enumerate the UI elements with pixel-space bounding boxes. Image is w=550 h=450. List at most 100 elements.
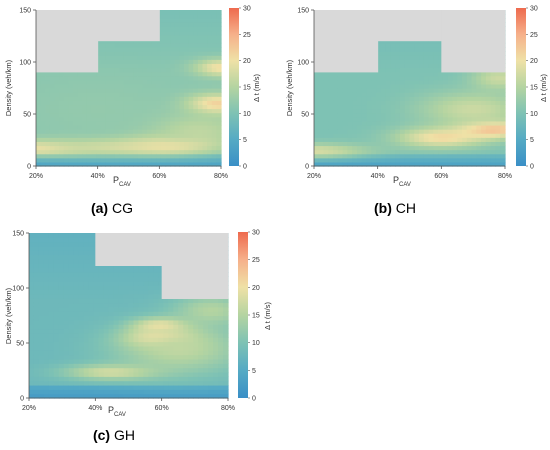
heatmap-cell bbox=[481, 116, 487, 122]
heatmap-cell bbox=[433, 124, 439, 130]
heatmap-cell bbox=[137, 161, 143, 167]
heatmap-cell bbox=[223, 332, 229, 338]
heatmap-cell bbox=[193, 26, 199, 32]
x-tick-label: 20% bbox=[22, 405, 36, 412]
heatmap-cell bbox=[119, 67, 125, 73]
heatmap-cell bbox=[184, 67, 190, 73]
heatmap-cell bbox=[29, 345, 35, 351]
heatmap-cell bbox=[500, 96, 506, 101]
heatmap-cell bbox=[93, 272, 100, 278]
heatmap-cell bbox=[476, 157, 482, 163]
heatmap-cell bbox=[86, 145, 93, 151]
heatmap-cell bbox=[88, 345, 95, 351]
heatmap-cell bbox=[471, 79, 477, 85]
heatmap-cell bbox=[179, 129, 185, 134]
heatmap-cell bbox=[423, 92, 430, 97]
heatmap-cell bbox=[148, 337, 154, 343]
heatmap-cell bbox=[114, 133, 120, 138]
heatmap-cell bbox=[223, 350, 229, 356]
heatmap-cell bbox=[193, 18, 199, 23]
heatmap-cell bbox=[202, 92, 208, 97]
heatmap-cell bbox=[385, 104, 391, 110]
heatmap-cell bbox=[485, 79, 492, 85]
heatmap-cell bbox=[63, 254, 70, 260]
heatmap-cell bbox=[395, 67, 401, 73]
heatmap-cell bbox=[133, 92, 139, 97]
heatmap-cell bbox=[29, 376, 35, 382]
heatmap-cell bbox=[342, 124, 349, 130]
heatmap-cell bbox=[53, 289, 60, 295]
heatmap-cell bbox=[153, 315, 159, 321]
heatmap-cell bbox=[318, 120, 325, 126]
heatmap-cell bbox=[197, 149, 204, 155]
heatmap-cell bbox=[163, 350, 169, 356]
heatmap-cell bbox=[78, 380, 85, 386]
heatmap-cell bbox=[147, 63, 153, 69]
heatmap-cell bbox=[40, 161, 46, 167]
heatmap-cell bbox=[203, 298, 209, 304]
heatmap-cell bbox=[223, 315, 229, 321]
heatmap-cell bbox=[82, 83, 88, 89]
heatmap-cell bbox=[142, 46, 148, 52]
heatmap-cell bbox=[83, 280, 90, 286]
heatmap-cell bbox=[33, 237, 40, 243]
heatmap-cell bbox=[183, 371, 189, 377]
heatmap-cell bbox=[390, 100, 396, 106]
heatmap-cell bbox=[163, 337, 169, 343]
heatmap-cell bbox=[103, 384, 110, 390]
heatmap-cell bbox=[48, 276, 55, 282]
heatmap-cell bbox=[202, 18, 208, 23]
heatmap-cell bbox=[78, 276, 85, 282]
heatmap-cell bbox=[113, 358, 120, 364]
heatmap-cell bbox=[414, 133, 420, 138]
x-tick-label: 20% bbox=[29, 173, 43, 180]
heatmap-cell bbox=[88, 315, 95, 321]
heatmap-cell bbox=[342, 112, 349, 118]
heatmap-cell bbox=[179, 42, 185, 48]
heatmap-cell bbox=[53, 345, 60, 351]
heatmap-cell bbox=[395, 141, 401, 147]
heatmap-cell bbox=[143, 367, 149, 373]
heatmap-cell bbox=[352, 153, 358, 159]
heatmap-cell bbox=[174, 137, 180, 142]
heatmap-cell bbox=[203, 332, 209, 338]
heatmap-cell bbox=[500, 133, 506, 138]
heatmap-cell bbox=[123, 319, 130, 325]
heatmap-cell bbox=[168, 384, 174, 390]
heatmap-cell bbox=[147, 129, 153, 134]
heatmap-cell bbox=[163, 319, 169, 325]
heatmap-cell bbox=[452, 75, 458, 81]
heatmap-cell bbox=[361, 83, 368, 89]
heatmap-cell bbox=[147, 161, 153, 167]
heatmap-cell bbox=[151, 59, 157, 64]
heatmap-cell bbox=[133, 332, 140, 338]
heatmap-cell bbox=[156, 83, 162, 89]
y-tick-label: 0 bbox=[27, 164, 31, 171]
heatmap-cell bbox=[211, 141, 217, 147]
heatmap-cell bbox=[158, 389, 164, 395]
heatmap-cell bbox=[179, 112, 185, 118]
heatmap-cell bbox=[38, 276, 45, 282]
heatmap-cell bbox=[108, 298, 115, 304]
heatmap-cell bbox=[385, 129, 391, 134]
heatmap-cell bbox=[361, 108, 368, 114]
heatmap-cell bbox=[54, 100, 60, 106]
heatmap-cell bbox=[183, 341, 189, 347]
heatmap-cell bbox=[380, 42, 387, 48]
x-tick-label: 60% bbox=[152, 173, 166, 180]
heatmap-cell bbox=[438, 67, 444, 73]
heatmap-cell bbox=[119, 141, 125, 147]
heatmap-cell bbox=[91, 133, 97, 138]
heatmap-cell bbox=[78, 319, 85, 325]
heatmap-cell bbox=[165, 96, 171, 101]
heatmap-cell bbox=[500, 83, 506, 89]
heatmap-cell bbox=[188, 71, 194, 77]
heatmap-cell bbox=[63, 141, 69, 147]
heatmap-cell bbox=[40, 120, 46, 126]
heatmap-cell bbox=[156, 120, 162, 126]
heatmap-cell bbox=[48, 306, 55, 312]
heatmap-cell bbox=[390, 104, 396, 110]
heatmap-cell bbox=[147, 149, 153, 155]
heatmap-cell bbox=[68, 133, 74, 138]
heatmap-cell bbox=[160, 149, 167, 155]
